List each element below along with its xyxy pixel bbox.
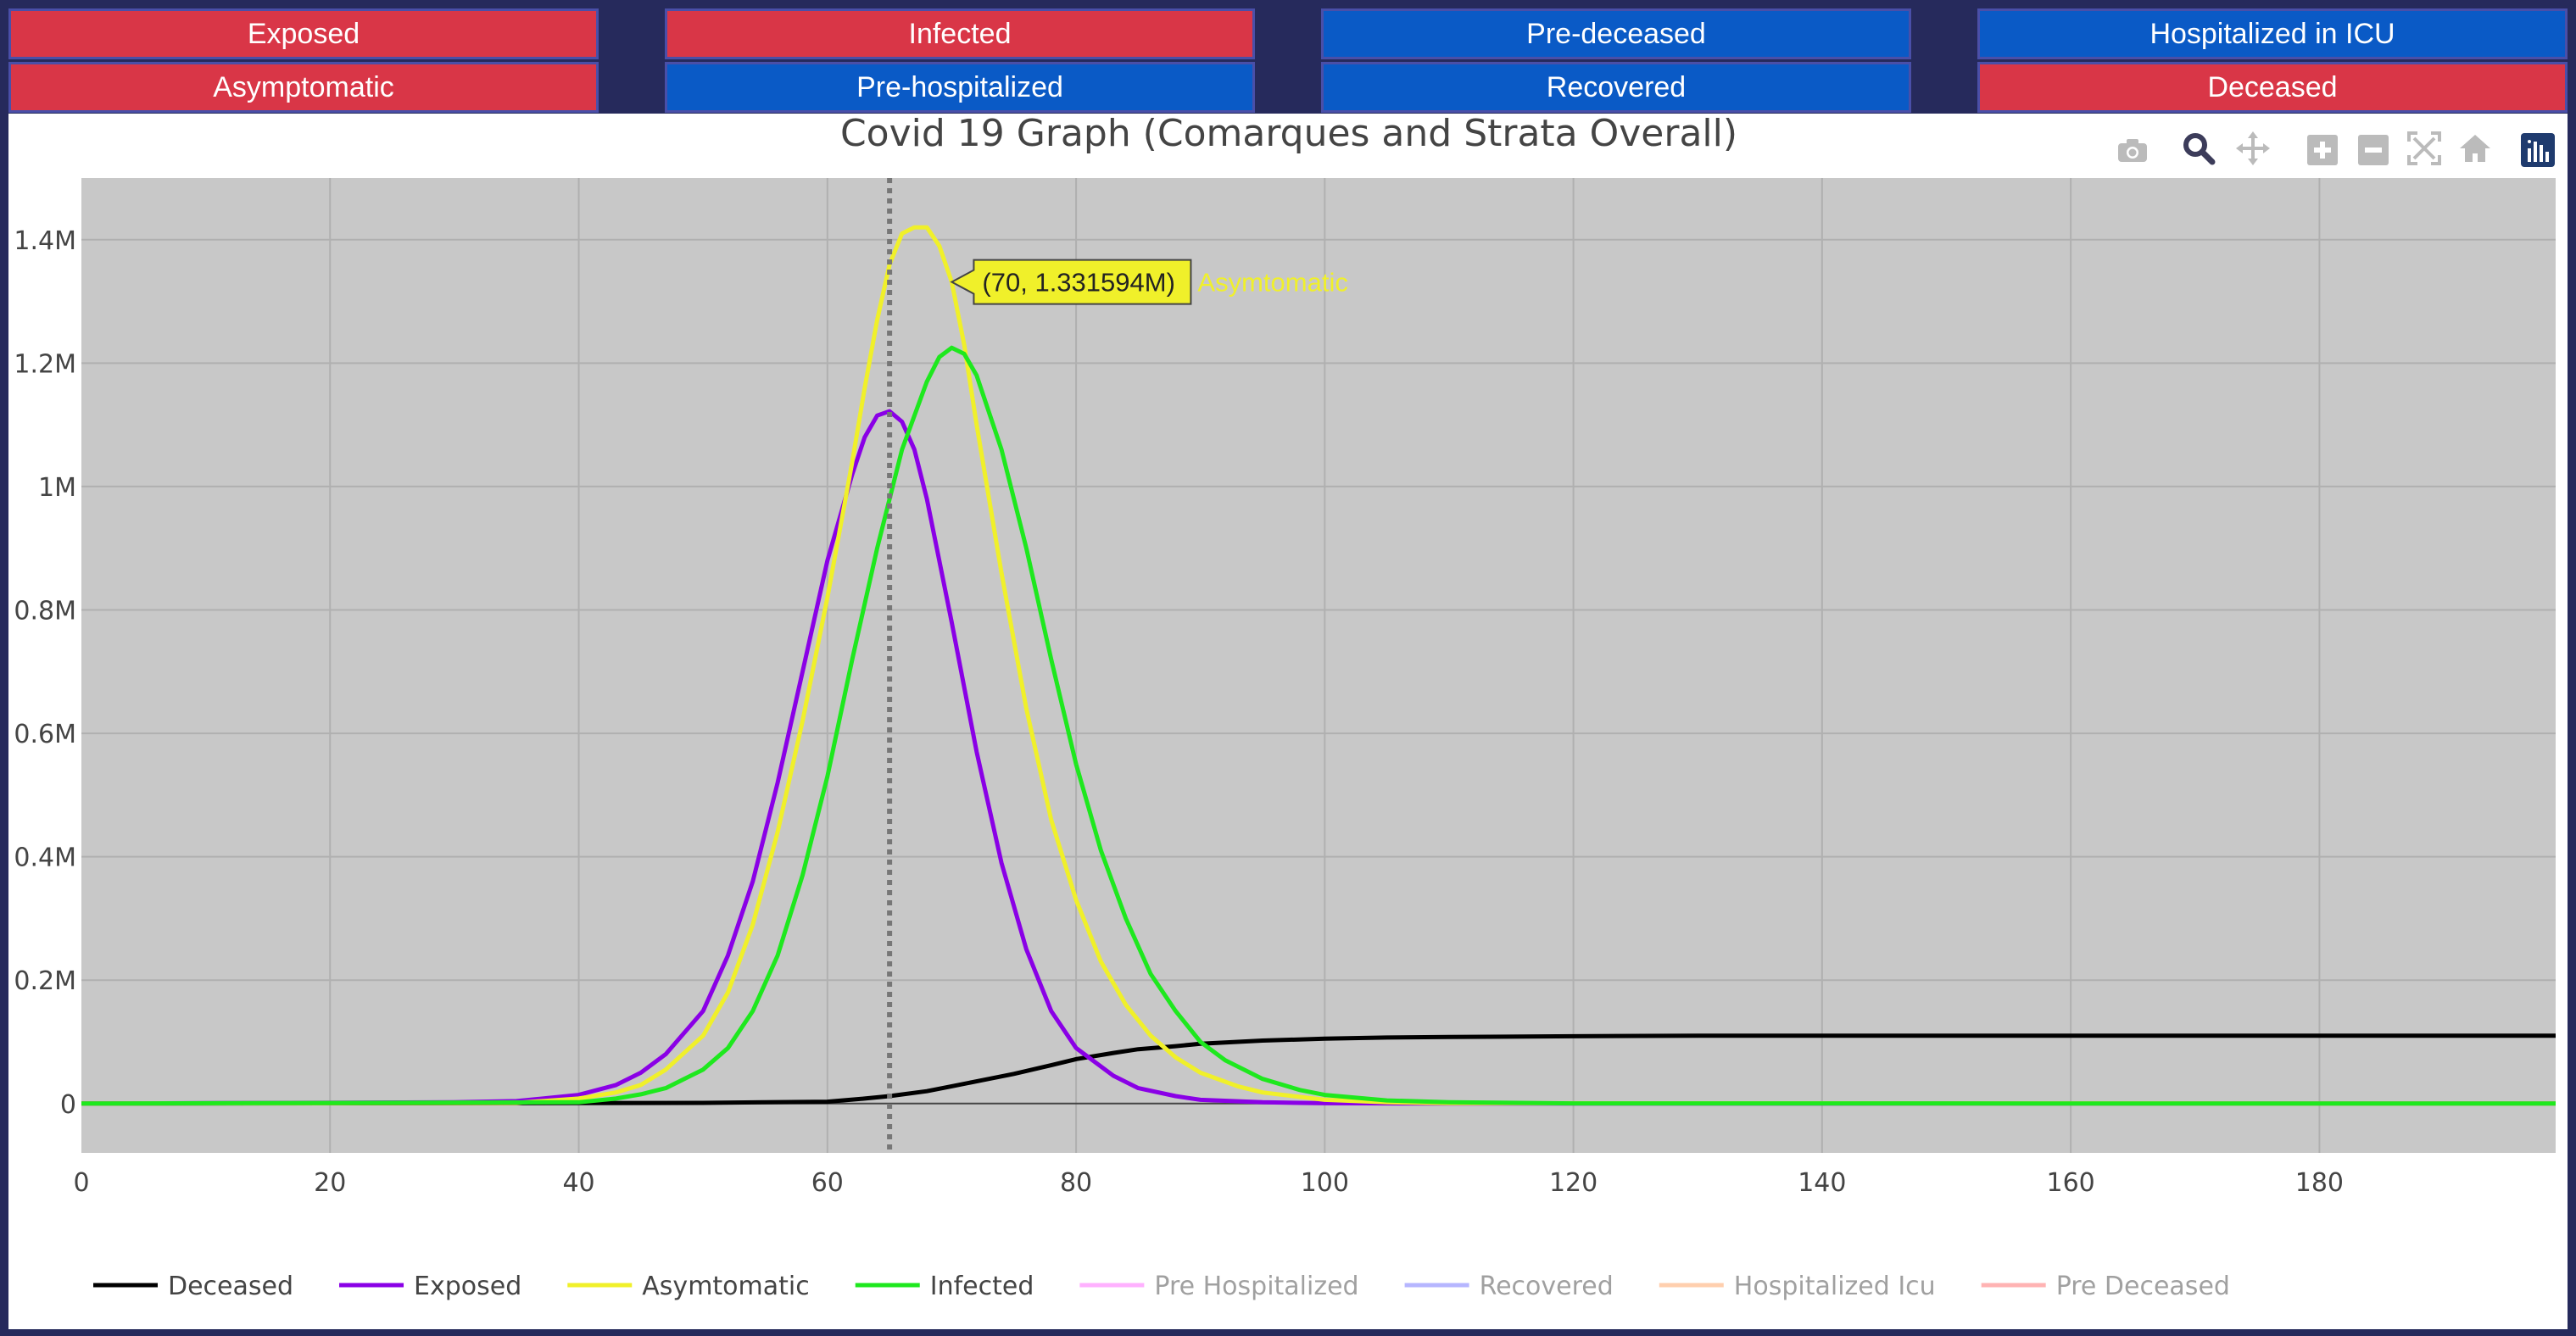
y-tick-label: 0.6M <box>14 720 76 749</box>
zoom-in-icon[interactable] <box>2303 131 2342 170</box>
chart-panel: 0 20 40 60 80 100 120 140 160 180 0 0.2M 0.4M 0.6M 0.… <box>8 114 2568 1329</box>
recovered-button[interactable]: Recovered <box>1321 62 1911 113</box>
y-tick-label: 1M <box>38 473 76 503</box>
legend-label: Asymtomatic <box>642 1272 809 1301</box>
legend-item-pre-deceased[interactable]: Pre Deceased <box>1981 1272 2230 1301</box>
x-tick-label: 160 <box>2046 1168 2094 1198</box>
x-tick-label: 60 <box>811 1168 844 1198</box>
y-tick-label: 1.4M <box>14 226 76 256</box>
asymptomatic-button[interactable]: Asymptomatic <box>8 62 599 113</box>
plot-background <box>81 178 2556 1153</box>
x-tick-label: 20 <box>314 1168 346 1198</box>
plotly-logo-icon[interactable] <box>2518 131 2557 170</box>
pan-icon[interactable] <box>2233 129 2272 168</box>
legend-item-recovered[interactable]: Recovered <box>1404 1272 1614 1301</box>
y-tick-label: 0.8M <box>14 596 76 626</box>
legend-label: Hospitalized Icu <box>1734 1272 1936 1301</box>
legend-label: Pre Hospitalized <box>1154 1272 1358 1301</box>
y-tick-label: 0.4M <box>14 843 76 873</box>
legend-label: Exposed <box>414 1272 521 1301</box>
series-line-exposed <box>81 409 2556 1106</box>
hover-value: (70, 1.331594M) <box>982 268 1174 298</box>
series-line-deceased <box>81 1033 2556 1106</box>
series-line-asymtomatic <box>81 225 2556 1106</box>
legend-item-pre-hospitalized[interactable]: Pre Hospitalized <box>1079 1272 1359 1301</box>
x-tick-label: 180 <box>2295 1168 2344 1198</box>
chart-title: Covid 19 Graph (Comarques and Strata Ove… <box>840 114 1737 155</box>
legend-label: Infected <box>930 1272 1034 1301</box>
zoom-icon[interactable] <box>2179 129 2218 168</box>
legend-item-infected[interactable]: Infected <box>855 1272 1034 1301</box>
hover-tooltip <box>950 259 1192 305</box>
x-tick-label: 140 <box>1798 1168 1846 1198</box>
x-tick-label: 120 <box>1549 1168 1597 1198</box>
x-tick-label: 80 <box>1060 1168 1092 1198</box>
series-line-infected <box>81 345 2556 1106</box>
x-tick-label: 100 <box>1301 1168 1349 1198</box>
autoscale-icon[interactable] <box>2405 129 2444 168</box>
infected-button[interactable]: Infected <box>665 8 1255 59</box>
y-tick-label: 0 <box>60 1090 76 1120</box>
legend-item-asymtomatic[interactable]: Asymtomatic <box>567 1272 810 1301</box>
y-tick-label: 1.2M <box>14 349 76 379</box>
exposed-button[interactable]: Exposed <box>8 8 599 59</box>
hospitalized-icu-button[interactable]: Hospitalized in ICU <box>1977 8 2568 59</box>
hover-series-name: Asymtomatic <box>1197 268 1347 298</box>
legend-item-exposed[interactable]: Exposed <box>339 1272 521 1301</box>
deceased-button[interactable]: Deceased <box>1977 62 2568 113</box>
reset-axes-icon[interactable] <box>2456 129 2495 168</box>
pre-hospitalized-button[interactable]: Pre-hospitalized <box>665 62 1255 113</box>
x-tick-label: 40 <box>562 1168 594 1198</box>
x-tick-label: 0 <box>73 1168 89 1198</box>
camera-icon[interactable] <box>2113 131 2152 170</box>
legend-item-hospitalized-icu[interactable]: Hospitalized Icu <box>1659 1272 1936 1301</box>
legend-label: Pre Deceased <box>2056 1272 2230 1301</box>
pre-deceased-button[interactable]: Pre-deceased <box>1321 8 1911 59</box>
legend-label: Recovered <box>1480 1272 1614 1301</box>
legend-label: Deceased <box>168 1272 293 1301</box>
covid-chart[interactable]: 0 20 40 60 80 100 120 140 160 180 0 0.2M 0.4M 0.6M 0.… <box>8 114 2568 1329</box>
legend-item-deceased[interactable]: Deceased <box>93 1272 293 1301</box>
y-tick-label: 0.2M <box>14 966 76 996</box>
zoom-out-icon[interactable] <box>2354 131 2393 170</box>
